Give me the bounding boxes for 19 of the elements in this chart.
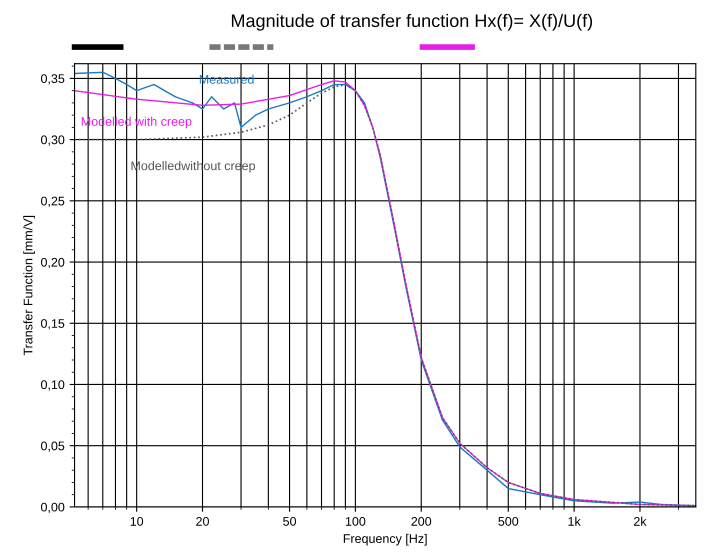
y-tick-label: 0,20 (40, 258, 64, 268)
x-tick-label: 500 (498, 516, 518, 526)
x-tick-label: 10 (130, 516, 144, 526)
x-tick-label: 100 (346, 516, 366, 526)
y-axis-title: Transfer Function [mm/V] (23, 216, 35, 356)
y-tick-label: 0,00 (40, 502, 64, 514)
y-tick-label: 0,25 (40, 196, 64, 207)
y-tick-label: 0,15 (40, 319, 64, 330)
x-tick-label: 20 (196, 516, 209, 526)
y-tick-label: 0,10 (40, 380, 64, 391)
x-tick-label: 200 (411, 516, 432, 526)
x-tick-label: 1k (568, 516, 581, 526)
y-tick-label: 0,35 (40, 74, 64, 85)
x-tick-label: 50 (283, 516, 296, 526)
y-tick-label: 0,30 (40, 135, 64, 146)
x-axis-title: Frequency [Hz] (344, 534, 427, 546)
x-tick-label: 2k (634, 516, 647, 526)
chart-title: Magnitude of transfer function Hx(f)= X(f)/U(f) (232, 14, 592, 31)
y-tick-label: 0,05 (40, 441, 64, 452)
